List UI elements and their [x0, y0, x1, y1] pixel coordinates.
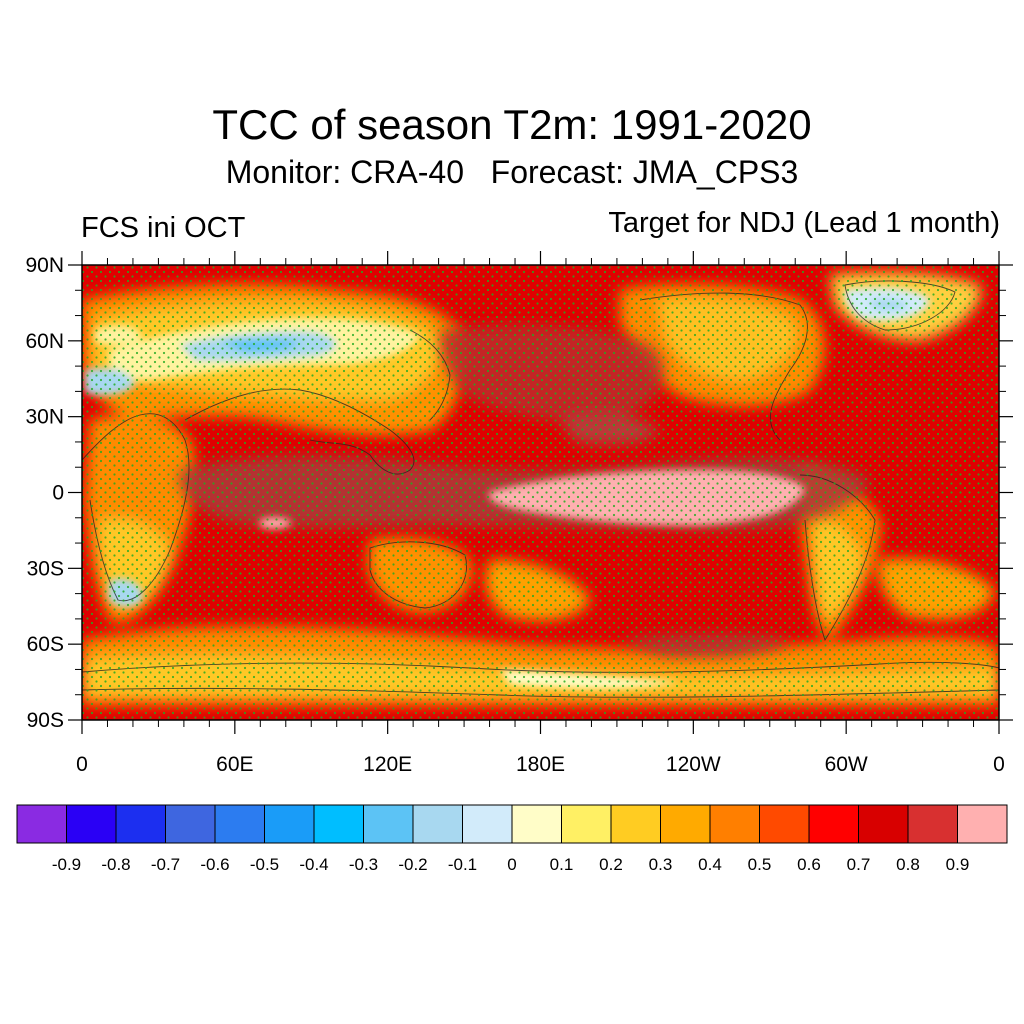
colorbar-swatch	[165, 804, 216, 844]
colorbar-label: 0.7	[847, 855, 871, 874]
colorbar-swatch	[957, 804, 1008, 844]
lon-label: 180E	[516, 753, 565, 776]
colorbar: -0.9 -0.8 -0.7 -0.6 -0.5 -0.4 -0.3 -0.2 -0.1 0 0.1…	[16, 804, 1008, 874]
colorbar-swatch	[66, 804, 117, 844]
colorbar-label: -0.2	[398, 855, 427, 874]
plot-subtitle: Monitor: CRA-40 Forecast: JMA_CPS3	[225, 154, 799, 190]
lat-label: 90N	[25, 254, 64, 277]
lon-label: 0	[76, 753, 88, 776]
lat-label: 60N	[25, 330, 64, 353]
colorbar-swatch	[660, 804, 711, 844]
colorbar-label: -0.5	[250, 855, 279, 874]
colorbar-label: -0.9	[52, 855, 81, 874]
colorbar-swatch	[115, 804, 166, 844]
lon-label: 0	[993, 753, 1005, 776]
lat-label: 30N	[25, 406, 64, 429]
colorbar-label: -0.8	[101, 855, 130, 874]
colorbar-label: -0.3	[349, 855, 378, 874]
colorbar-label: -0.6	[200, 855, 229, 874]
colorbar-label: 0.6	[797, 855, 821, 874]
colorbar-label: 0.2	[599, 855, 623, 874]
colorbar-swatch	[313, 804, 364, 844]
colorbar-swatch	[363, 804, 414, 844]
colorbar-label: 0.4	[698, 855, 722, 874]
colorbar-label: 0.9	[946, 855, 970, 874]
colorbar-swatch	[907, 804, 958, 844]
lon-label: 60W	[825, 753, 868, 776]
lon-label: 60E	[216, 753, 253, 776]
colorbar-swatch	[412, 804, 463, 844]
colorbar-swatch	[561, 804, 612, 844]
tcc-field	[82, 265, 999, 720]
colorbar-swatch	[16, 804, 67, 844]
colorbar-swatch	[709, 804, 760, 844]
plot-title: TCC of season T2m: 1991-2020	[212, 101, 812, 148]
initial-month-label: FCS ini OCT	[81, 212, 246, 244]
longitude-axis: 0 60E 120E 180E 120W 60W 0	[76, 251, 1005, 776]
colorbar-swatch	[808, 804, 859, 844]
colorbar-label: 0.1	[550, 855, 574, 874]
colorbar-label: 0	[507, 855, 516, 874]
colorbar-label: 0.3	[649, 855, 673, 874]
colorbar-swatch	[462, 804, 513, 844]
colorbar-swatch	[511, 804, 562, 844]
colorbar-label: 0.8	[896, 855, 920, 874]
lat-label: 30S	[27, 557, 64, 580]
target-season-label: Target for NDJ (Lead 1 month)	[608, 207, 1000, 239]
colorbar-label: 0.5	[748, 855, 772, 874]
lat-label: 0	[52, 482, 64, 505]
colorbar-swatch	[610, 804, 661, 844]
colorbar-swatch	[264, 804, 315, 844]
colorbar-swatch	[759, 804, 810, 844]
lat-label: 90S	[27, 709, 64, 732]
latitude-axis: 90N 60N 30N 0 30S 60S 90S	[25, 254, 1013, 732]
colorbar-swatch	[214, 804, 265, 844]
lon-label: 120W	[666, 753, 721, 776]
colorbar-label: -0.7	[151, 855, 180, 874]
lon-label: 120E	[363, 753, 412, 776]
lat-label: 60S	[27, 633, 64, 656]
colorbar-label: -0.4	[299, 855, 328, 874]
colorbar-swatch	[858, 804, 909, 844]
colorbar-label: -0.1	[448, 855, 477, 874]
